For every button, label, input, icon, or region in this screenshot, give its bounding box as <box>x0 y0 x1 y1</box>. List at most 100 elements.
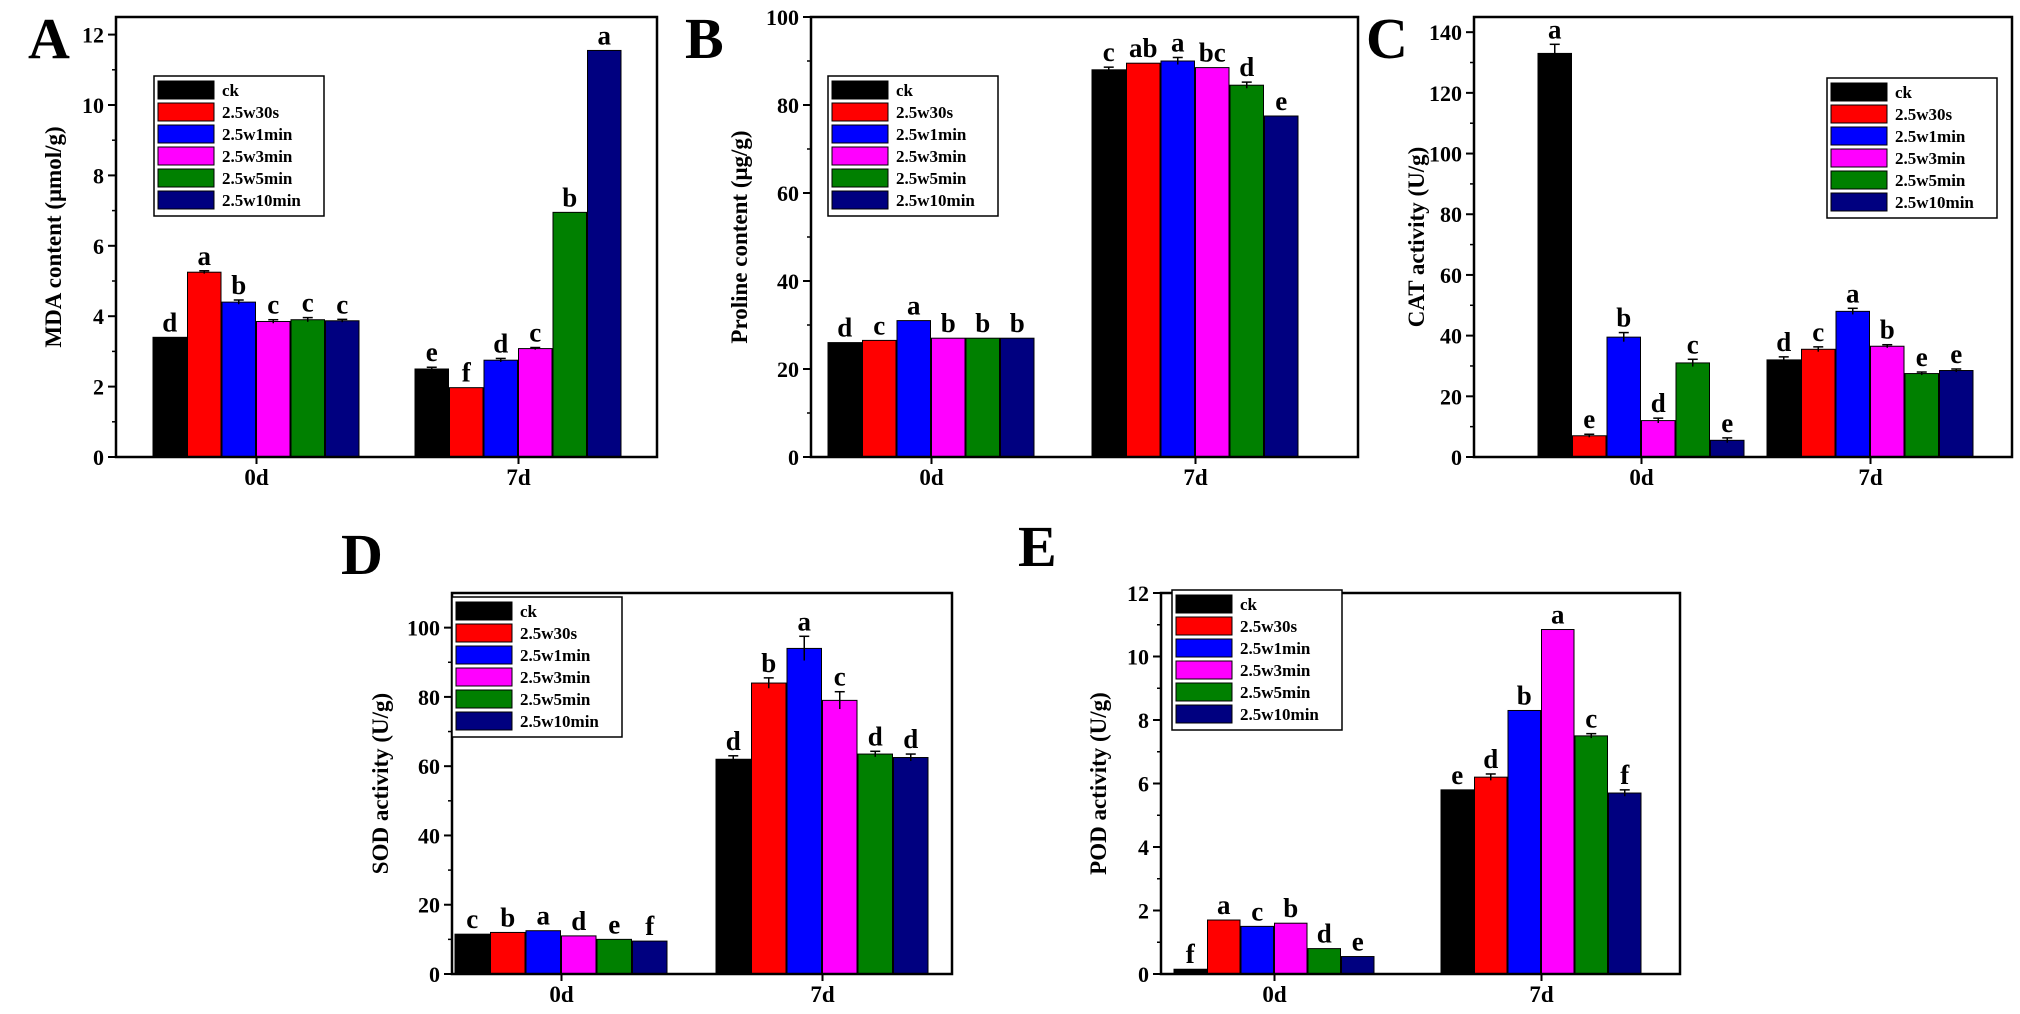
legend-swatch <box>1830 170 1888 190</box>
bar-ck-0d <box>454 933 490 975</box>
legend: ck 2.5w30s 2.5w1min 2.5w3min 2.5w5min 2.5w10m… <box>451 596 623 738</box>
x-tick-label: 7d <box>506 465 531 490</box>
x-tick-label: 7d <box>810 982 835 1007</box>
significance-label: b <box>562 182 577 212</box>
legend-swatch <box>157 102 215 122</box>
y-tick-label: 2 <box>1138 899 1149 924</box>
y-axis-title: MDA content (μmol/g) <box>41 126 66 347</box>
bar-25w30s-7d <box>1801 348 1836 458</box>
y-tick-label: 40 <box>418 823 440 848</box>
y-axis-title: CAT activity (U/g) <box>1404 147 1429 328</box>
legend-swatch <box>1175 660 1233 680</box>
significance-label: e <box>1275 86 1287 116</box>
plot-frame <box>114 15 659 459</box>
panel-letter: E <box>1018 514 1057 579</box>
y-tick-label: 6 <box>93 234 104 259</box>
significance-label: c <box>1812 317 1824 347</box>
legend-label: 2.5w5min <box>1895 171 1966 190</box>
legend-label: 2.5w5min <box>520 690 591 709</box>
legend-swatch <box>831 102 889 122</box>
bar-ck-7d <box>1440 789 1474 975</box>
y-tick-label: 4 <box>1138 835 1149 860</box>
bar-25w1min-0d <box>221 301 256 458</box>
significance-label: b <box>1616 303 1631 333</box>
y-tick-label: 60 <box>1440 263 1462 288</box>
bar-25w3min-0d <box>1274 922 1308 975</box>
bar-25w5min-7d <box>1904 373 1939 458</box>
y-tick-label: 0 <box>788 445 799 470</box>
significance-label: a <box>798 606 812 636</box>
significance-label: d <box>162 307 177 337</box>
y-tick-label: 20 <box>777 357 799 382</box>
y-tick-label: 2 <box>93 375 104 400</box>
legend-swatch <box>455 711 513 731</box>
legend-swatch <box>1830 192 1888 212</box>
legend-swatch <box>1830 82 1888 102</box>
x-tick-label: 0d <box>549 982 574 1007</box>
y-tick-label: 12 <box>82 23 104 48</box>
legend-label: 2.5w10min <box>222 191 301 210</box>
legend: ck 2.5w30s 2.5w1min 2.5w3min 2.5w5min 2.5w10m… <box>1826 77 1998 219</box>
y-tick-label: 0 <box>429 962 440 987</box>
significance-label: d <box>868 721 883 751</box>
bar-25w3min-7d <box>1541 629 1575 975</box>
significance-label: d <box>571 906 586 936</box>
legend-swatch <box>831 190 889 210</box>
legend-swatch <box>455 645 513 665</box>
bar-25w10min-7d <box>893 757 929 975</box>
significance-label: bc <box>1199 38 1226 68</box>
y-tick-label: 10 <box>1127 645 1149 670</box>
bar-25w10min-7d <box>1939 370 1974 458</box>
significance-label: b <box>941 308 956 338</box>
legend-label: ck <box>520 602 538 621</box>
legend-label: 2.5w5min <box>896 169 967 188</box>
bar-25w1min-0d <box>896 320 931 458</box>
plot-frame <box>450 591 954 976</box>
significance-label: d <box>837 313 852 343</box>
bar-25w5min-0d <box>1675 362 1710 458</box>
legend-label: 2.5w1min <box>1895 127 1966 146</box>
bar-25w1min-7d <box>1507 709 1541 975</box>
significance-label: c <box>466 904 478 934</box>
legend-swatch <box>831 146 889 166</box>
significance-label: b <box>1283 893 1298 923</box>
legend-swatch <box>455 689 513 709</box>
significance-label: e <box>1916 342 1928 372</box>
legend-swatch <box>157 80 215 100</box>
bar-25w1min-7d <box>786 647 822 975</box>
significance-label: a <box>907 291 921 321</box>
legend-label: 2.5w30s <box>896 103 954 122</box>
legend-swatch <box>1175 704 1233 724</box>
bar-25w10min-7d <box>1264 115 1299 458</box>
x-tick-label: 7d <box>1183 465 1208 490</box>
legend-label: 2.5w3min <box>222 147 293 166</box>
significance-label: e <box>1451 760 1463 790</box>
legend-label: 2.5w10min <box>1895 193 1974 212</box>
legend-label: 2.5w10min <box>896 191 975 210</box>
legend-label: 2.5w30s <box>1240 617 1298 636</box>
significance-label: c <box>1687 329 1699 359</box>
legend-label: 2.5w3min <box>1895 149 1966 168</box>
bar-25w5min-0d <box>290 319 325 458</box>
bar-25w30s-7d <box>1474 776 1508 975</box>
y-tick-label: 80 <box>1440 202 1462 227</box>
significance-label: c <box>873 310 885 340</box>
y-tick-label: 12 <box>1127 581 1149 606</box>
significance-label: a <box>198 241 212 271</box>
bar-ck-7d <box>1766 359 1801 458</box>
bar-25w5min-7d <box>1229 84 1264 458</box>
bar-25w10min-7d <box>587 49 622 458</box>
x-tick-label: 7d <box>1858 465 1883 490</box>
significance-label: b <box>231 270 246 300</box>
panel-letter: A <box>28 6 70 71</box>
legend-label: 2.5w3min <box>896 147 967 166</box>
legend-swatch <box>831 168 889 188</box>
significance-label: a <box>537 901 551 931</box>
y-tick-label: 4 <box>93 304 104 329</box>
significance-label: b <box>1010 308 1025 338</box>
x-tick-label: 7d <box>1529 982 1554 1007</box>
